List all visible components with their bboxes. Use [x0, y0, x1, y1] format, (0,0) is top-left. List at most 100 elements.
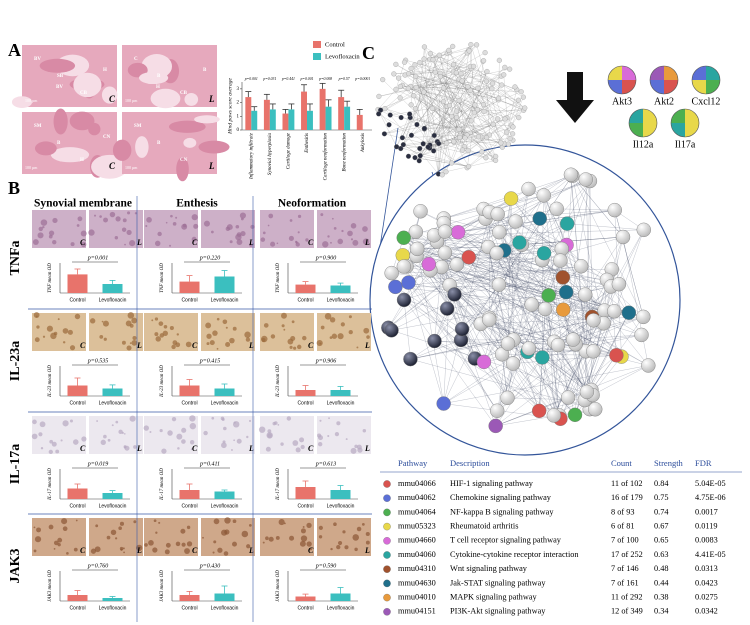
edge [438, 134, 490, 175]
tissue [194, 115, 220, 124]
edge [507, 248, 562, 344]
node [471, 110, 477, 116]
stain [126, 345, 132, 351]
edge [556, 208, 615, 211]
edge [495, 351, 594, 427]
edge [446, 138, 511, 144]
table-cell: 0.75 [654, 493, 669, 502]
p-value: p=0.900 [315, 255, 337, 261]
node [546, 408, 562, 423]
node [453, 114, 460, 120]
stain [52, 217, 58, 224]
edge [427, 106, 448, 148]
stain [289, 345, 293, 349]
stain [88, 229, 95, 236]
stain [109, 211, 116, 218]
edge [457, 129, 490, 136]
edge [408, 282, 485, 362]
stain [129, 323, 134, 328]
edge [496, 253, 567, 293]
tissue-label: H [103, 68, 107, 73]
stain [100, 439, 106, 446]
stain [336, 545, 341, 550]
stain [167, 430, 173, 436]
stain [176, 433, 183, 440]
stain [52, 239, 57, 245]
node [441, 85, 447, 91]
node [483, 78, 489, 84]
stain [280, 442, 284, 446]
table-cell: Rheumatoid arthritis [450, 522, 518, 531]
gene-node [607, 65, 637, 95]
edge [441, 266, 622, 357]
table-cell: 17 of 252 [611, 550, 643, 559]
stain [223, 426, 227, 431]
edge [506, 89, 517, 133]
stain [103, 217, 108, 223]
table-cell: mmu04630 [398, 578, 436, 587]
edge [542, 357, 560, 416]
stain [81, 436, 87, 442]
node [490, 206, 505, 222]
stain [336, 421, 341, 426]
x-tick-label: Ankylosis [361, 133, 366, 153]
stain [333, 226, 337, 230]
edge [470, 44, 471, 67]
edge [428, 263, 605, 311]
node [441, 98, 447, 104]
edge [496, 253, 588, 393]
stain [213, 518, 220, 525]
tissue-label: B [203, 68, 207, 73]
stain [34, 536, 42, 543]
node [439, 172, 445, 178]
gene-label: Akt3 [612, 96, 632, 107]
stain [232, 421, 240, 428]
stain [300, 528, 306, 534]
stain [102, 320, 109, 327]
node [382, 106, 388, 112]
edge [411, 76, 502, 136]
edge [545, 308, 585, 401]
stain [134, 212, 138, 215]
node [476, 354, 492, 370]
node [556, 302, 571, 317]
x-tick-label: Control [69, 605, 85, 611]
node [437, 245, 453, 260]
stain [152, 547, 158, 553]
edge [420, 155, 469, 167]
tissue [88, 122, 101, 136]
table-header: Count [611, 458, 632, 468]
stain [37, 232, 44, 239]
stain [62, 328, 69, 334]
p-value: p=0.57 [338, 77, 351, 81]
node [462, 135, 468, 141]
table-cell: 0.0342 [695, 607, 718, 616]
stain [297, 214, 302, 218]
edge [424, 46, 430, 149]
tissue [91, 154, 129, 179]
stain [129, 415, 136, 422]
stain [74, 313, 81, 320]
legend-label: Control [325, 41, 345, 48]
stain [175, 216, 178, 219]
edge [430, 53, 525, 109]
gene-sector [706, 66, 720, 80]
stain [60, 439, 63, 442]
node [408, 132, 414, 138]
edge [504, 198, 512, 251]
stain [362, 238, 370, 245]
edge [378, 52, 486, 114]
edge [443, 218, 604, 324]
edge [539, 399, 585, 412]
edge [414, 157, 469, 167]
stain [186, 541, 193, 547]
edge [441, 266, 593, 396]
stain [246, 435, 249, 439]
x-tick-label: Cartilage damage [287, 132, 292, 169]
stain [348, 315, 352, 319]
stain [38, 226, 43, 232]
y-axis-label: IL-23 mean OD [276, 365, 281, 398]
node [588, 402, 603, 417]
stain [206, 342, 210, 346]
stain [115, 420, 119, 424]
